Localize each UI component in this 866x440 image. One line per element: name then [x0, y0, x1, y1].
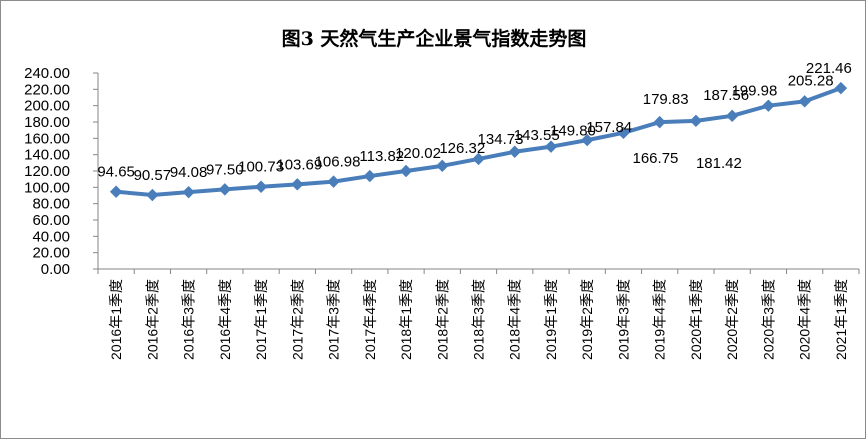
data-label: 181.42 [696, 155, 742, 172]
y-tick-label: 100.00 [24, 179, 70, 196]
data-point [798, 95, 811, 108]
data-label: 126.32 [439, 140, 485, 157]
y-tick-label: 220.00 [24, 81, 70, 98]
y-axis: 0.0020.0040.0060.0080.00100.00120.00140.… [24, 65, 99, 278]
data-point [725, 109, 739, 123]
chart-title: 图3 天然气生产企业景气指数走势图 [282, 27, 587, 50]
data-point [291, 178, 304, 191]
data-label: 134.73 [478, 131, 524, 148]
data-label: 103.69 [276, 156, 322, 173]
data-point [689, 114, 703, 128]
data-point [363, 169, 376, 183]
x-tick-label: 2019年1季度 [543, 279, 559, 360]
x-tick-label: 2017年3季度 [326, 279, 342, 360]
data-label: 94.65 [97, 164, 135, 181]
y-tick-label: 180.00 [24, 114, 70, 131]
data-point [472, 152, 485, 166]
data-label: 187.56 [703, 87, 749, 104]
x-tick-label: 2020年3季度 [760, 279, 776, 360]
y-tick-label: 120.00 [24, 163, 70, 180]
x-tick-label: 2020年2季度 [724, 279, 740, 360]
x-axis: 2016年1季度 2016年2季度 2016年3季度 2016年4季度 2017年1季度… [97, 268, 860, 360]
x-tick-label: 2018年1季度 [398, 279, 414, 360]
data-point [327, 175, 340, 188]
data-label-group: 94.6590.5794.0897.50100.73103.69106.9811… [97, 60, 851, 184]
data-point [834, 81, 848, 95]
x-tick-label: 2017年4季度 [362, 279, 378, 360]
data-point [581, 133, 594, 147]
data-point [109, 185, 123, 198]
data-point [762, 99, 775, 112]
y-tick-label: 40.00 [32, 228, 70, 245]
data-label: 100.73 [238, 159, 284, 176]
x-tick-label: 2019年3季度 [615, 279, 631, 360]
y-tick-label: 20.00 [32, 245, 70, 262]
data-label: 113.82 [359, 148, 404, 165]
x-tick-label: 2018年2季度 [434, 279, 450, 360]
data-label: 166.75 [633, 150, 679, 167]
data-label: 205.28 [788, 72, 834, 89]
data-point [146, 188, 159, 202]
x-tick-label: 2020年4季度 [797, 279, 813, 360]
x-tick-label: 2016年3季度 [181, 279, 197, 360]
x-tick-label: 2018年3季度 [471, 279, 487, 360]
data-label: 94.08 [170, 164, 208, 181]
x-tick-label: 2019年2季度 [579, 279, 595, 360]
x-tick-label: 2020年1季度 [688, 279, 704, 360]
y-tick-label: 60.00 [32, 212, 70, 229]
data-label: 106.98 [315, 154, 361, 171]
data-point [544, 140, 558, 153]
data-point [617, 126, 630, 140]
y-tick-label: 0.00 [41, 261, 70, 278]
y-tick-label: 240.00 [24, 65, 70, 82]
data-label: 157.84 [586, 119, 632, 136]
data-label: 90.57 [134, 167, 172, 184]
data-point [182, 185, 195, 199]
x-tick-label: 2017年2季度 [289, 279, 305, 360]
x-tick-label: 2017年1季度 [253, 279, 269, 360]
x-tick-label: 2016年1季度 [108, 279, 124, 360]
data-label: 97.50 [206, 161, 244, 178]
data-point [508, 145, 521, 158]
x-tick-label: 2019年4季度 [652, 279, 668, 360]
x-tick-label: 2016年4季度 [217, 279, 233, 360]
y-tick-label: 140.00 [24, 147, 70, 164]
series-line-group [109, 81, 848, 202]
data-label: 221.46 [806, 60, 852, 77]
data-point [436, 159, 449, 173]
x-tick-label: 2018年4季度 [507, 279, 523, 360]
y-tick-label: 200.00 [24, 98, 70, 115]
x-tick-label: 2021年1季度 [833, 279, 849, 360]
data-label: 179.83 [643, 91, 689, 108]
data-label: 199.98 [731, 83, 777, 100]
data-label: 149.80 [550, 123, 596, 140]
data-label: 120.02 [395, 145, 441, 162]
x-tick-label: 2016年2季度 [144, 279, 160, 360]
data-label: 143.55 [514, 127, 560, 144]
data-point [254, 180, 268, 193]
data-point [399, 164, 413, 178]
data-point [653, 115, 666, 129]
y-tick-label: 160.00 [24, 130, 70, 147]
y-tick-label: 80.00 [32, 196, 70, 213]
data-point [218, 183, 232, 196]
